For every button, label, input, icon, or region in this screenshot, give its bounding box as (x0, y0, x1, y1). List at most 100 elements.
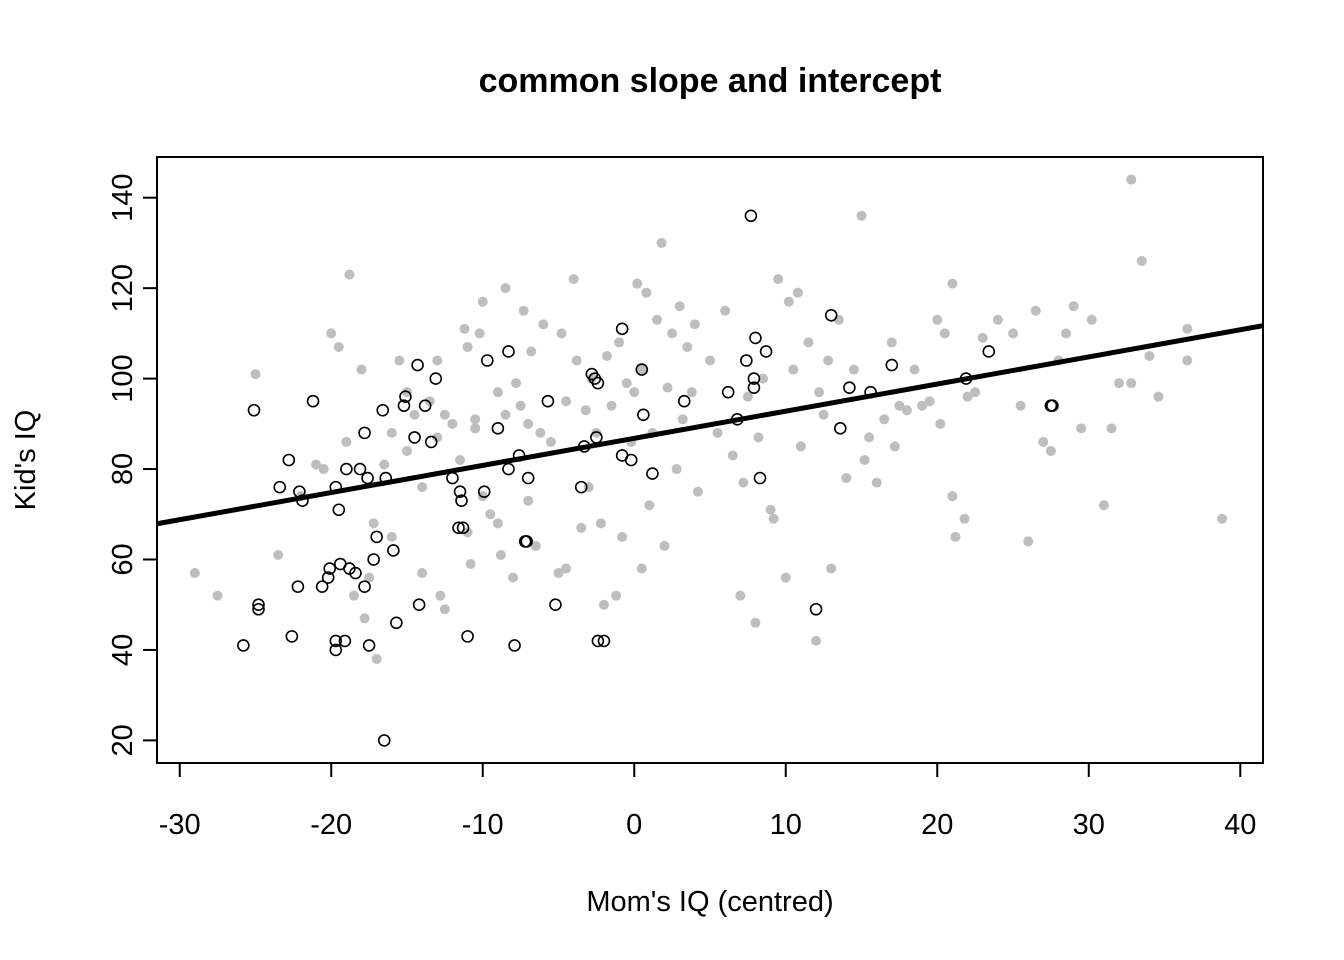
data-point (803, 337, 814, 348)
data-point (677, 414, 688, 425)
data-point (397, 399, 411, 413)
data-point (511, 378, 522, 389)
data-point (1144, 350, 1155, 361)
data-point (644, 500, 655, 511)
data-point (959, 513, 970, 524)
data-point (727, 450, 738, 461)
data-point (1038, 436, 1049, 447)
data-point (624, 453, 638, 467)
data-point (417, 568, 428, 579)
data-point (306, 394, 320, 408)
data-point (429, 372, 443, 385)
y-tick-label: 100 (107, 354, 139, 402)
y-tick-label: 140 (107, 174, 139, 222)
data-point (1045, 445, 1056, 456)
data-point (344, 269, 355, 280)
data-point (311, 459, 322, 470)
data-point (871, 477, 882, 488)
data-point (568, 274, 579, 285)
data-point (341, 436, 352, 447)
data-point (629, 387, 640, 398)
data-point (932, 314, 943, 325)
data-point (788, 364, 799, 375)
data-point (453, 485, 467, 498)
data-point (538, 319, 549, 330)
data-point (753, 432, 764, 443)
data-point (439, 409, 450, 420)
data-point (530, 540, 541, 551)
data-point (721, 385, 735, 399)
data-point (390, 616, 403, 630)
data-point (353, 462, 367, 476)
data-point (418, 399, 432, 413)
data-point (792, 287, 803, 298)
data-point (1126, 378, 1137, 389)
data-point (894, 400, 905, 411)
data-point (783, 296, 794, 307)
data-point (747, 381, 761, 394)
data-point (970, 387, 981, 398)
x-tick-label: -30 (159, 809, 201, 841)
data-point (901, 405, 912, 416)
data-point (671, 464, 682, 475)
data-point (750, 617, 761, 628)
data-point (765, 504, 776, 515)
data-point (591, 376, 605, 390)
data-point (515, 400, 526, 411)
data-point (446, 471, 459, 485)
data-point (523, 495, 534, 506)
data-point (826, 563, 837, 574)
x-tick-label: 30 (1073, 809, 1105, 841)
data-point (465, 559, 476, 570)
data-point (477, 485, 491, 498)
data-point (376, 403, 390, 417)
data-point (859, 455, 870, 465)
data-point (580, 405, 591, 416)
data-point (368, 518, 379, 529)
x-tick-label: 0 (626, 809, 642, 841)
data-point (326, 328, 337, 339)
data-point (561, 396, 572, 407)
data-point (432, 355, 443, 366)
data-point (809, 602, 823, 616)
data-point (662, 382, 673, 393)
data-point (371, 653, 382, 664)
plot-frame (156, 156, 1264, 764)
y-tick-label: 120 (107, 264, 139, 312)
data-point (833, 422, 847, 435)
data-point (329, 634, 343, 648)
data-point (291, 580, 305, 593)
data-point (541, 394, 555, 408)
data-point (535, 427, 546, 438)
data-point (189, 568, 200, 579)
data-point (477, 296, 488, 307)
data-point (508, 639, 521, 652)
data-point (447, 418, 458, 429)
data-point (889, 441, 900, 452)
data-point (571, 355, 582, 366)
data-point (252, 602, 265, 616)
data-point (492, 387, 503, 398)
data-point (1008, 328, 1019, 339)
data-point (411, 358, 424, 372)
data-point (399, 390, 412, 403)
data-point (285, 630, 299, 643)
data-point (747, 372, 761, 385)
data-point (364, 572, 375, 583)
data-point (823, 355, 834, 366)
data-point (459, 323, 470, 334)
data-point (480, 354, 494, 367)
data-point (947, 278, 958, 289)
data-point (692, 486, 703, 497)
data-point (250, 369, 261, 380)
data-point (992, 314, 1003, 325)
data-point (909, 364, 920, 375)
data-point (656, 237, 667, 248)
data-point (1061, 328, 1072, 339)
data-point (401, 445, 412, 456)
data-point (1098, 500, 1109, 511)
data-point (252, 598, 265, 612)
data-point (424, 396, 435, 407)
data-point (753, 471, 767, 485)
data-point (379, 459, 390, 470)
